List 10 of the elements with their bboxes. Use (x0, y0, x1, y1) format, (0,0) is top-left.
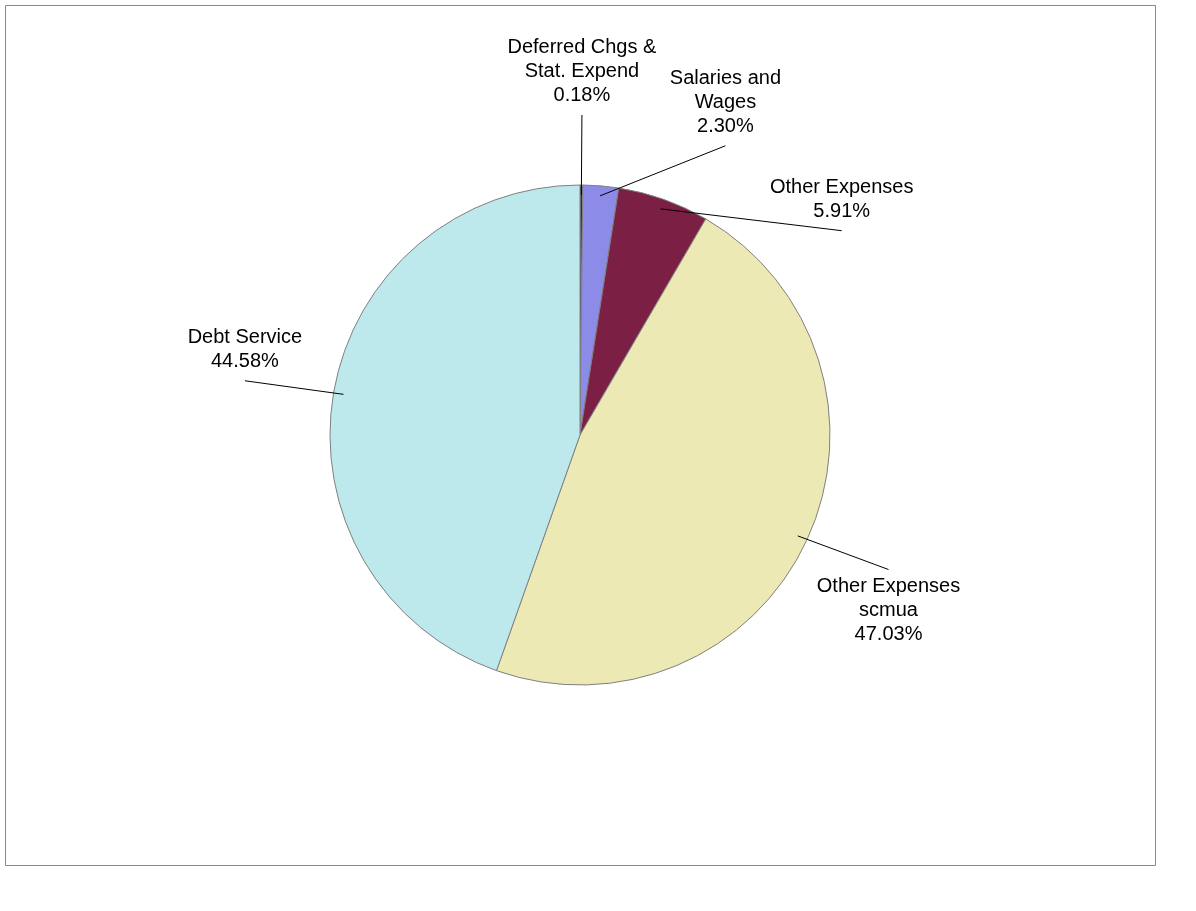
data-label: 2.30% (697, 113, 754, 136)
slice-label: Other Expenses scmua (816, 573, 961, 620)
slice-label: Salaries and Wages (669, 65, 782, 112)
slice-label: Debt Service (187, 324, 303, 347)
slice-label: Deferred Chgs & Stat. Expend (507, 35, 658, 82)
data-label: 5.91% (813, 198, 871, 221)
data-label: 47.03% (854, 621, 923, 644)
slice-label: Other Expenses (769, 174, 914, 197)
data-label: 0.18% (553, 83, 611, 106)
data-label: 44.58% (211, 348, 280, 371)
